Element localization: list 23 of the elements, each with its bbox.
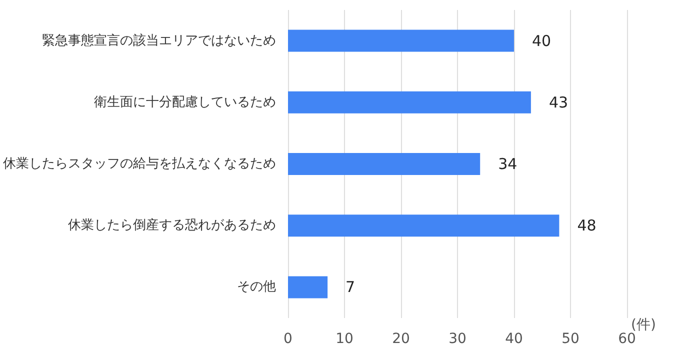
x-tick-label: 50 <box>562 331 580 347</box>
y-tick-label: 休業したら倒産する恐れがあるため <box>68 217 276 234</box>
data-label: 48 <box>577 216 596 235</box>
data-label: 40 <box>532 32 552 50</box>
x-tick-label: 60 <box>618 331 636 347</box>
x-axis-title: (件) <box>631 317 656 333</box>
bar <box>288 91 531 114</box>
data-label: 7 <box>346 278 356 296</box>
bar <box>288 214 560 237</box>
bar <box>288 276 328 298</box>
y-tick-label: その他 <box>237 280 276 295</box>
x-tick-label: 40 <box>505 331 523 347</box>
bar <box>288 153 480 175</box>
x-tick-label: 20 <box>392 331 410 347</box>
y-tick-label: 緊急事態宣言の該当エリアではないため <box>42 32 276 48</box>
x-tick-label: 30 <box>448 331 466 347</box>
y-tick-label: 衛生面に十分配慮しているため <box>94 94 276 110</box>
x-tick-label: 10 <box>336 331 354 347</box>
data-label: 34 <box>498 155 518 173</box>
bar <box>288 30 514 52</box>
data-label: 43 <box>548 93 568 112</box>
x-tick-label: 0 <box>284 331 292 347</box>
y-tick-label: 休業したらスタッフの給与を払えなくなるため <box>3 156 276 172</box>
